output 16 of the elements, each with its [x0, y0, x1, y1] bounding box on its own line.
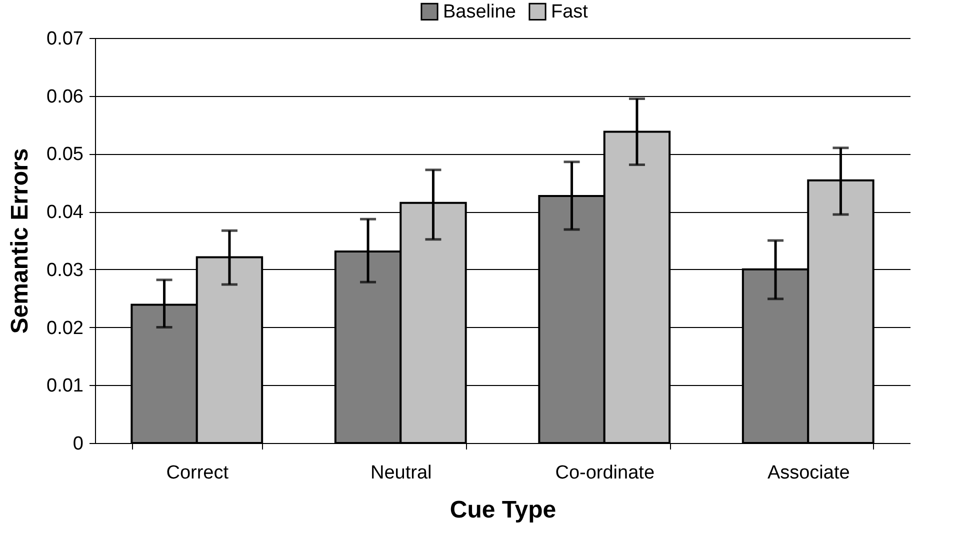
y-tick-label: 0.05 [46, 144, 84, 166]
y-tick-label: 0.04 [46, 202, 84, 224]
legend-label: Fast [551, 2, 589, 23]
x-tick-label: Co-ordinate [555, 462, 655, 484]
y-tick-label: 0.06 [46, 86, 84, 108]
y-tick-label: 0 [72, 434, 84, 454]
y-tick-label: 0.07 [46, 28, 84, 50]
x-tick-label: Neutral [370, 462, 432, 484]
x-tick-label: Correct [166, 462, 230, 484]
x-axis-title: Cue Type [450, 496, 556, 524]
legend-label: Baseline [443, 2, 516, 23]
y-axis-title: Semantic Errors [6, 148, 34, 334]
x-tick-label: Associate [767, 462, 850, 484]
y-tick-label: 0.03 [46, 260, 84, 281]
y-tick-label: 0.02 [46, 318, 84, 339]
y-tick-label: 0.01 [46, 376, 84, 397]
